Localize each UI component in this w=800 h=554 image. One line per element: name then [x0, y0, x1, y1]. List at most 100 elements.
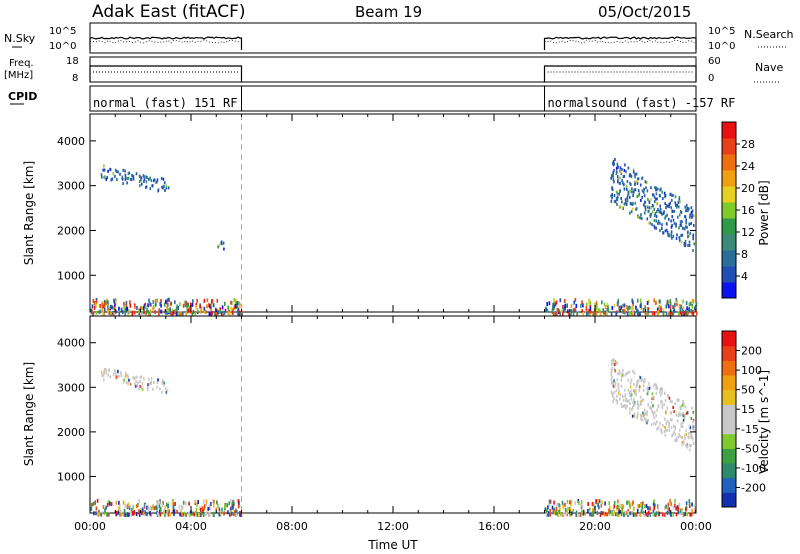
echo-cell [604, 305, 607, 310]
echo-cell [611, 392, 614, 396]
echo-cell [208, 311, 211, 316]
echo-cell [611, 174, 613, 178]
echo-cell [187, 302, 189, 307]
xtick-label: 00:00 [680, 520, 712, 533]
echo-cell [629, 511, 631, 516]
echo-cell [204, 309, 207, 314]
echo-cell [668, 507, 670, 512]
echo-cell [591, 501, 594, 506]
echo-cell [592, 311, 595, 316]
colorbar-swatch [722, 345, 736, 361]
echo-cell [130, 512, 132, 517]
echo-cell [668, 396, 671, 400]
echo-cell [662, 211, 665, 215]
echo-cell [576, 311, 578, 316]
echo-cell [619, 397, 621, 401]
echo-cell [680, 425, 683, 428]
echo-cell [628, 399, 630, 403]
echo-cell [634, 180, 636, 184]
echo-cell [673, 221, 676, 225]
echo-cell [655, 414, 657, 418]
echo-cell [662, 197, 664, 200]
echo-cell [562, 305, 564, 309]
echo-cell [680, 234, 682, 238]
echo-cell [668, 202, 671, 206]
echo-cell [681, 233, 684, 237]
echo-cell [635, 389, 637, 393]
echo-cell [681, 436, 684, 440]
echo-cell [148, 382, 151, 386]
echo-cell [140, 178, 142, 182]
echo-cell [118, 500, 120, 505]
echo-cell [677, 506, 680, 511]
echo-cell [597, 499, 600, 504]
echo-cell [218, 244, 220, 247]
echo-cell [211, 310, 213, 315]
echo-cell [632, 170, 635, 174]
echo-cell [649, 213, 651, 217]
echo-cell [220, 312, 223, 316]
echo-cell [692, 237, 694, 241]
echo-cell [596, 307, 598, 312]
echo-cell [684, 437, 686, 440]
echo-cell [139, 385, 141, 389]
echo-cell [691, 424, 694, 428]
echo-cell [141, 382, 144, 386]
echo-cell [602, 511, 604, 516]
echo-cell [667, 507, 670, 512]
echo-cell [618, 307, 621, 311]
echo-cell [674, 402, 676, 406]
echo-cell [146, 512, 148, 517]
echo-cell [641, 418, 644, 422]
echo-cell [656, 420, 658, 424]
echo-cell [639, 376, 642, 380]
echo-cell [694, 508, 697, 513]
echo-cell [558, 504, 561, 508]
echo-cell [229, 311, 231, 316]
echo-cell [673, 410, 675, 414]
echo-cell [611, 381, 613, 385]
echo-cell [631, 207, 634, 211]
echo-cell [547, 512, 549, 517]
echo-cell [670, 502, 672, 507]
echo-cell [551, 505, 554, 510]
echo-cell [129, 300, 131, 305]
ytick-label: 4000 [57, 135, 85, 148]
echo-cell [194, 510, 197, 515]
echo-cell [631, 190, 633, 194]
echo-cell [587, 508, 589, 513]
colorbar-swatch [722, 448, 736, 464]
echo-cell [98, 310, 101, 315]
echo-cell [574, 297, 577, 302]
echo-cell [653, 421, 655, 425]
echo-cell [675, 506, 677, 511]
echo-cell [134, 304, 136, 309]
echo-cell [682, 226, 684, 230]
echo-cell [682, 305, 685, 310]
echo-cell [589, 300, 591, 305]
echo-cell [682, 513, 685, 517]
echo-cell [682, 421, 684, 425]
echo-cell [623, 513, 625, 517]
echo-cell [189, 302, 192, 307]
echo-cell [620, 402, 622, 406]
echo-cell [138, 499, 141, 503]
colorbar-tick-label: 8 [741, 248, 748, 261]
echo-cell [567, 506, 569, 511]
echo-cell [688, 240, 691, 244]
echo-cell [662, 308, 665, 313]
echo-cell [599, 309, 601, 314]
echo-cell [134, 376, 136, 380]
echo-cell [656, 427, 659, 431]
echo-cell [633, 398, 635, 401]
echo-cell [636, 177, 639, 181]
echo-cell [683, 441, 685, 445]
echo-cell [122, 168, 124, 172]
echo-cell [99, 303, 101, 308]
echo-cell [601, 500, 603, 505]
echo-cell [637, 406, 639, 410]
echo-cell [664, 202, 666, 206]
echo-cell [654, 422, 657, 426]
echo-cell [98, 511, 101, 516]
echo-cell [691, 406, 693, 410]
